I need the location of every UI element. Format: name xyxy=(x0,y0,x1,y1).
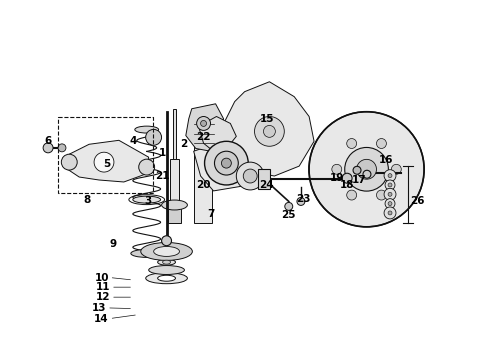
Text: 9: 9 xyxy=(109,239,116,249)
Circle shape xyxy=(146,129,162,145)
Circle shape xyxy=(309,112,424,227)
Text: 26: 26 xyxy=(410,196,425,206)
Circle shape xyxy=(353,166,361,174)
Circle shape xyxy=(347,139,357,148)
Bar xyxy=(195,121,212,223)
Text: 7: 7 xyxy=(207,209,215,219)
Ellipse shape xyxy=(131,249,163,257)
Circle shape xyxy=(388,192,392,196)
Text: 19: 19 xyxy=(330,173,344,183)
Text: 16: 16 xyxy=(379,156,393,165)
Ellipse shape xyxy=(133,196,161,203)
Text: 17: 17 xyxy=(352,175,367,185)
Circle shape xyxy=(385,199,395,208)
Circle shape xyxy=(342,173,352,183)
Text: 15: 15 xyxy=(260,114,274,124)
Bar xyxy=(168,205,181,223)
Circle shape xyxy=(94,152,114,172)
Polygon shape xyxy=(198,117,236,151)
Polygon shape xyxy=(225,82,314,176)
Ellipse shape xyxy=(154,247,179,256)
Ellipse shape xyxy=(162,200,187,210)
Circle shape xyxy=(236,162,264,190)
Bar xyxy=(170,158,179,223)
Circle shape xyxy=(58,144,66,152)
Ellipse shape xyxy=(158,259,175,265)
Circle shape xyxy=(243,169,257,183)
Circle shape xyxy=(200,121,207,126)
Text: 22: 22 xyxy=(196,132,211,142)
Circle shape xyxy=(332,164,342,174)
Circle shape xyxy=(388,211,392,215)
Text: 8: 8 xyxy=(83,195,91,204)
Ellipse shape xyxy=(146,273,187,284)
Circle shape xyxy=(357,159,376,179)
Circle shape xyxy=(376,190,387,200)
Ellipse shape xyxy=(148,266,184,274)
Text: 4: 4 xyxy=(129,136,137,146)
Ellipse shape xyxy=(141,243,193,260)
Bar xyxy=(172,109,176,158)
Circle shape xyxy=(388,202,392,206)
Text: 23: 23 xyxy=(296,194,311,204)
Text: 13: 13 xyxy=(92,303,106,313)
Polygon shape xyxy=(194,136,263,191)
Text: 24: 24 xyxy=(260,180,274,190)
Bar xyxy=(58,117,152,193)
Circle shape xyxy=(264,125,275,137)
Text: 10: 10 xyxy=(94,273,109,283)
Text: 3: 3 xyxy=(144,197,151,206)
Circle shape xyxy=(385,180,395,190)
Text: 5: 5 xyxy=(103,159,110,169)
Circle shape xyxy=(347,190,357,200)
Text: 12: 12 xyxy=(96,292,110,302)
Text: 18: 18 xyxy=(340,180,354,190)
Ellipse shape xyxy=(163,260,171,264)
Text: 21: 21 xyxy=(155,171,170,181)
Bar xyxy=(196,113,210,121)
Text: 25: 25 xyxy=(282,210,296,220)
Circle shape xyxy=(43,143,53,153)
Polygon shape xyxy=(64,140,148,182)
Text: 2: 2 xyxy=(181,139,188,149)
Bar xyxy=(259,169,270,189)
Circle shape xyxy=(162,236,172,246)
Circle shape xyxy=(384,207,396,219)
Polygon shape xyxy=(186,104,223,152)
Circle shape xyxy=(363,170,371,178)
Circle shape xyxy=(392,164,401,174)
Circle shape xyxy=(204,141,248,185)
Circle shape xyxy=(61,154,77,170)
Text: 1: 1 xyxy=(159,148,166,158)
Circle shape xyxy=(254,117,284,146)
Ellipse shape xyxy=(158,275,175,281)
Circle shape xyxy=(376,139,387,148)
Circle shape xyxy=(384,188,396,200)
Circle shape xyxy=(215,151,238,175)
Circle shape xyxy=(388,174,392,177)
Circle shape xyxy=(345,148,389,191)
Text: 11: 11 xyxy=(96,282,110,292)
Circle shape xyxy=(196,117,211,130)
Text: 14: 14 xyxy=(94,314,109,324)
Circle shape xyxy=(285,202,293,210)
Ellipse shape xyxy=(135,126,159,133)
Circle shape xyxy=(221,158,231,168)
Text: 20: 20 xyxy=(196,180,211,190)
Circle shape xyxy=(384,170,396,181)
Circle shape xyxy=(388,183,392,187)
Circle shape xyxy=(297,198,305,206)
Circle shape xyxy=(139,159,155,175)
Text: 6: 6 xyxy=(45,136,52,146)
